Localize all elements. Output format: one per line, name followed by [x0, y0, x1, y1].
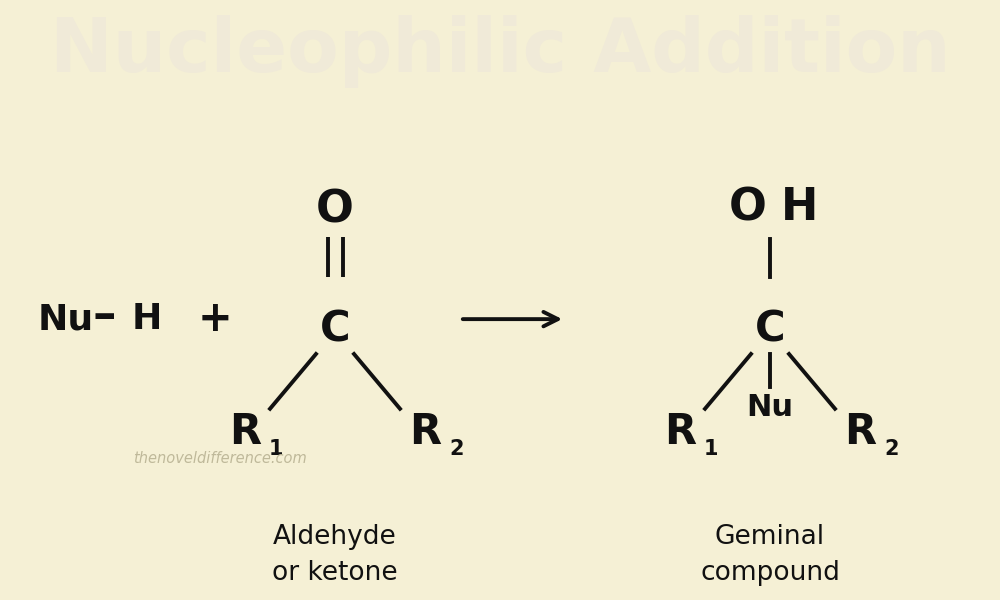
Text: R: R	[409, 411, 441, 453]
Text: Geminal
compound: Geminal compound	[700, 524, 840, 586]
Text: H: H	[132, 302, 162, 336]
Text: C: C	[320, 308, 350, 350]
Text: R: R	[664, 411, 696, 453]
Text: 1: 1	[269, 439, 284, 458]
Text: Nucleophilic Addition: Nucleophilic Addition	[50, 14, 950, 88]
Text: thenoveldifference.com: thenoveldifference.com	[133, 451, 307, 466]
Text: O: O	[729, 186, 767, 229]
Text: Nu: Nu	[746, 393, 794, 422]
Text: O: O	[316, 188, 354, 231]
Text: Aldehyde
or ketone: Aldehyde or ketone	[272, 524, 398, 586]
Text: R: R	[844, 411, 876, 453]
Text: –: –	[92, 293, 116, 338]
Text: C: C	[755, 308, 785, 350]
Text: H: H	[781, 186, 819, 229]
Text: 2: 2	[884, 439, 898, 458]
Text: +: +	[198, 298, 232, 340]
Text: R: R	[229, 411, 261, 453]
Text: Nu: Nu	[38, 302, 94, 336]
Text: 2: 2	[449, 439, 464, 458]
Text: 1: 1	[704, 439, 718, 458]
